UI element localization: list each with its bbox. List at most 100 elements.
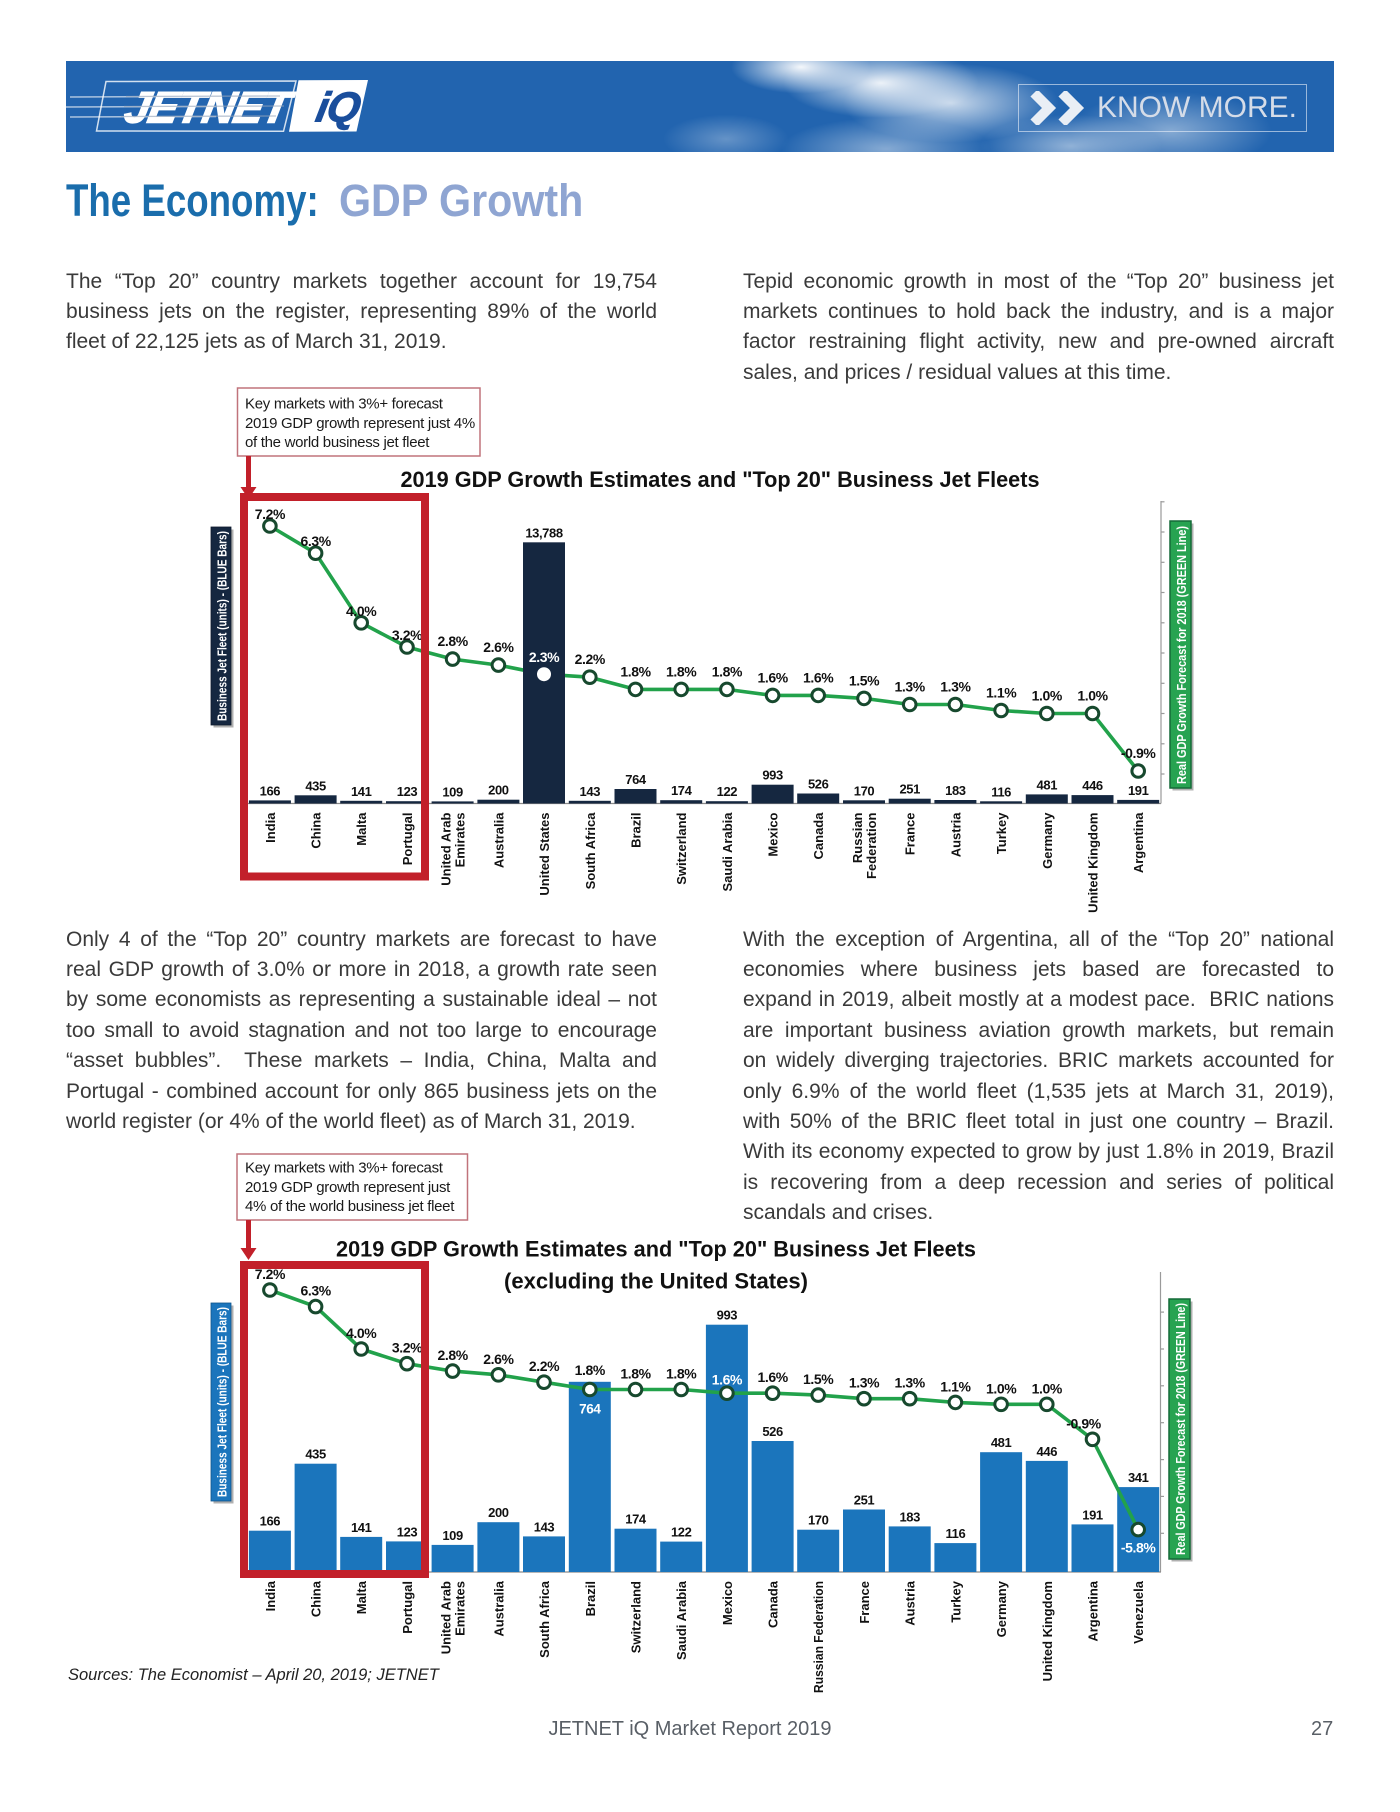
svg-text:2.2%: 2.2% [529, 1358, 560, 1374]
svg-text:6.3%: 6.3% [300, 1283, 331, 1299]
svg-text:United Arab: United Arab [439, 812, 454, 885]
svg-text:251: 251 [854, 1493, 875, 1508]
svg-text:Canada: Canada [766, 1580, 781, 1628]
svg-text:1.1%: 1.1% [986, 685, 1017, 701]
svg-text:3.2%: 3.2% [392, 1340, 423, 1356]
svg-text:Key markets with 3%+ forecast: Key markets with 3%+ forecast [245, 396, 444, 413]
svg-text:1.3%: 1.3% [895, 1375, 926, 1391]
svg-text:1.0%: 1.0% [1077, 688, 1108, 704]
svg-text:2019 GDP Growth Estimates and: 2019 GDP Growth Estimates and "Top 20" B… [401, 467, 1040, 492]
svg-text:1.6%: 1.6% [757, 1369, 788, 1385]
svg-text:-5.8%: -5.8% [1121, 1540, 1157, 1556]
svg-text:200: 200 [488, 1505, 509, 1520]
svg-text:526: 526 [762, 1424, 783, 1439]
svg-text:170: 170 [854, 783, 875, 798]
svg-text:United Kingdom: United Kingdom [1040, 1581, 1055, 1681]
svg-text:4.0%: 4.0% [346, 1325, 377, 1341]
svg-text:1.8%: 1.8% [575, 1362, 606, 1378]
svg-text:of the world business jet flee: of the world business jet fleet [245, 434, 430, 451]
svg-text:Mexico: Mexico [766, 812, 781, 856]
svg-text:Turkey: Turkey [948, 1580, 963, 1622]
svg-text:993: 993 [717, 1308, 738, 1323]
svg-text:109: 109 [442, 784, 463, 799]
svg-text:2019 GDP Growth Estimates and: 2019 GDP Growth Estimates and "Top 20" B… [336, 1237, 976, 1262]
svg-text:122: 122 [717, 784, 738, 799]
svg-text:1.3%: 1.3% [940, 679, 971, 695]
svg-text:200: 200 [488, 783, 509, 798]
svg-text:2.2%: 2.2% [575, 651, 606, 667]
svg-text:4% of the world business jet f: 4% of the world business jet fleet [245, 1198, 455, 1215]
svg-text:435: 435 [305, 1447, 326, 1462]
svg-text:France: France [903, 813, 918, 856]
svg-text:123: 123 [397, 1524, 418, 1539]
svg-text:435: 435 [305, 778, 326, 793]
svg-text:123: 123 [397, 784, 418, 799]
svg-text:4.0%: 4.0% [346, 603, 377, 619]
svg-text:183: 183 [945, 783, 966, 798]
svg-text:170: 170 [808, 1513, 829, 1528]
svg-text:Russian: Russian [850, 812, 865, 863]
svg-text:Venezuela: Venezuela [1131, 1580, 1146, 1644]
svg-text:446: 446 [1037, 1444, 1058, 1459]
svg-text:Malta: Malta [354, 812, 369, 846]
svg-text:1.0%: 1.0% [986, 1380, 1017, 1396]
svg-text:Australia: Australia [491, 1580, 506, 1636]
svg-text:Federation: Federation [864, 812, 879, 879]
svg-text:2.3%: 2.3% [529, 649, 560, 665]
svg-text:1.6%: 1.6% [712, 1372, 743, 1388]
svg-text:1.8%: 1.8% [620, 663, 651, 679]
svg-text:3.2%: 3.2% [392, 627, 423, 643]
svg-text:Saudi Arabia: Saudi Arabia [674, 1580, 689, 1660]
svg-text:Mexico: Mexico [720, 1581, 735, 1625]
svg-text:Malta: Malta [354, 1580, 369, 1614]
svg-text:1.5%: 1.5% [849, 672, 880, 688]
svg-text:1.6%: 1.6% [803, 669, 834, 685]
svg-text:2.6%: 2.6% [483, 1351, 514, 1367]
svg-text:Business Jet Fleet (units) - (: Business Jet Fleet (units) - (BLUE Bars) [215, 1307, 230, 1497]
svg-text:2019 GDP growth represent just: 2019 GDP growth represent just [245, 1179, 451, 1196]
svg-text:7.2%: 7.2% [255, 1266, 286, 1282]
svg-text:116: 116 [946, 1526, 966, 1541]
svg-text:Argentina: Argentina [1086, 1580, 1101, 1641]
svg-text:122: 122 [671, 1525, 692, 1540]
svg-text:251: 251 [899, 782, 920, 797]
svg-text:Saudi Arabia: Saudi Arabia [720, 812, 735, 892]
svg-text:India: India [263, 812, 278, 843]
svg-text:2.8%: 2.8% [437, 633, 468, 649]
svg-text:166: 166 [260, 1514, 281, 1529]
svg-text:191: 191 [1082, 1507, 1103, 1522]
svg-text:1.0%: 1.0% [1032, 1380, 1063, 1396]
svg-text:1.8%: 1.8% [666, 663, 697, 679]
svg-text:Emirates: Emirates [453, 813, 468, 868]
svg-text:993: 993 [762, 768, 783, 783]
svg-text:481: 481 [1037, 777, 1058, 792]
svg-text:1.3%: 1.3% [849, 1375, 880, 1391]
svg-text:183: 183 [899, 1509, 920, 1524]
svg-text:Brazil: Brazil [583, 1581, 598, 1616]
svg-text:116: 116 [991, 784, 1011, 799]
svg-text:174: 174 [625, 1512, 647, 1527]
svg-text:-0.9%: -0.9% [1121, 745, 1157, 761]
svg-text:Emirates: Emirates [453, 1581, 468, 1636]
svg-text:1.8%: 1.8% [666, 1366, 697, 1382]
svg-text:2019 GDP growth represent just: 2019 GDP growth represent just 4% [245, 415, 475, 432]
svg-text:Switzerland: Switzerland [629, 1581, 644, 1653]
svg-text:2.8%: 2.8% [437, 1347, 468, 1363]
svg-text:France: France [857, 1581, 872, 1624]
svg-text:764: 764 [625, 772, 647, 787]
svg-text:109: 109 [442, 1528, 463, 1543]
svg-text:141: 141 [351, 1520, 372, 1535]
svg-text:143: 143 [580, 784, 601, 799]
svg-text:Portugal: Portugal [400, 1581, 415, 1634]
svg-text:143: 143 [534, 1519, 555, 1534]
svg-text:141: 141 [351, 784, 372, 799]
svg-text:Turkey: Turkey [994, 812, 1009, 854]
svg-text:India: India [263, 1580, 278, 1611]
svg-text:Business Jet Fleet (units) - (: Business Jet Fleet (units) - (BLUE Bars) [215, 531, 230, 721]
svg-text:2.6%: 2.6% [483, 639, 514, 655]
svg-text:1.1%: 1.1% [940, 1378, 971, 1394]
svg-text:446: 446 [1082, 778, 1103, 793]
svg-text:526: 526 [808, 777, 829, 792]
svg-text:1.8%: 1.8% [712, 663, 743, 679]
svg-text:166: 166 [260, 783, 281, 798]
